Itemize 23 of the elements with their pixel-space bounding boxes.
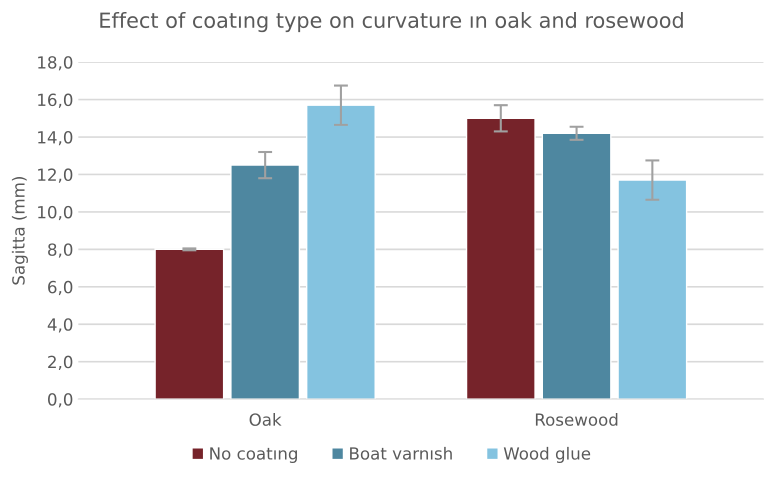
y-tick-label: 14,0 (38, 130, 72, 146)
bar (466, 118, 536, 400)
bar (617, 179, 688, 400)
legend-label: No coatıng (210, 447, 297, 463)
y-axis-title: Sagitta (mm) (12, 177, 28, 285)
bar (542, 132, 612, 400)
y-tick-label: 4,0 (48, 318, 72, 333)
y-tick-label: 10,0 (38, 206, 72, 220)
x-tick-label: Rosewood (536, 413, 618, 426)
x-tick-label: Oak (250, 413, 282, 426)
y-tick-label: 16,0 (38, 94, 72, 108)
y-tick-label: 0,0 (48, 393, 72, 408)
legend-label: Wood glue (504, 446, 590, 463)
y-tick-label: 18,0 (38, 56, 72, 70)
bar (154, 248, 224, 400)
chart-title: Effect of coatıng type on curvature ın oak and rosewood (100, 12, 683, 32)
y-tick-label: 2,0 (48, 356, 72, 370)
bar (306, 104, 376, 400)
y-tick-label: 8,0 (48, 243, 72, 258)
bar (230, 164, 300, 400)
y-tick-label: 6,0 (48, 280, 72, 296)
y-tick-label: 12,0 (38, 168, 72, 183)
legend-label: Boat varnısh (350, 446, 452, 460)
